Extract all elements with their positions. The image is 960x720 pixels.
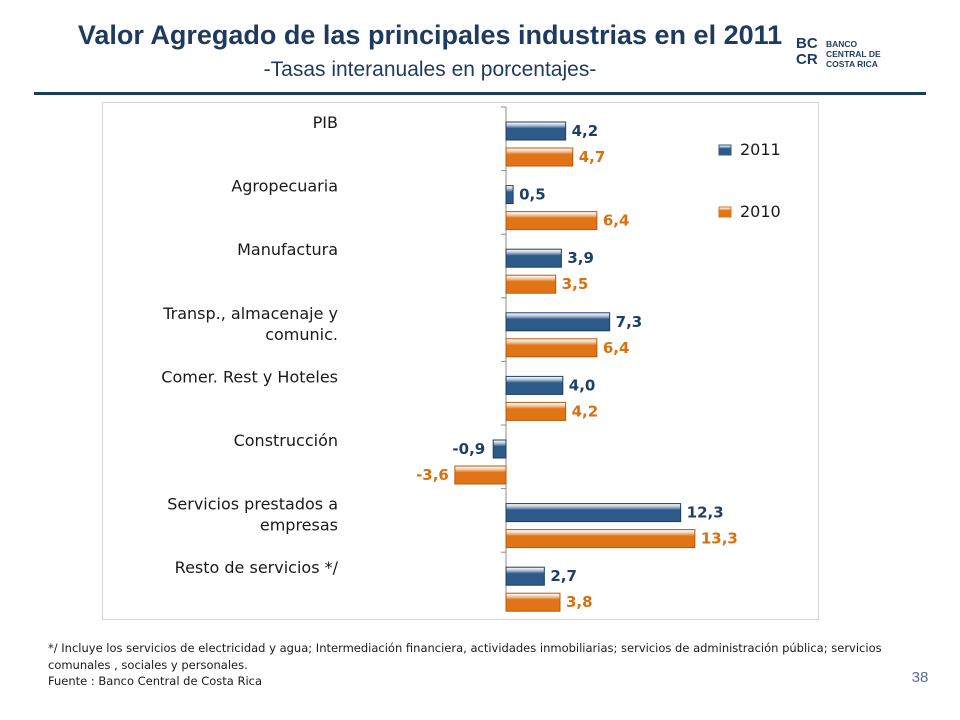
logo-name-line: BANCO (826, 39, 858, 49)
data-label-2010: 6,4 (603, 339, 630, 357)
data-label-2011: 2,7 (550, 567, 577, 585)
data-label-2010: 4,2 (572, 402, 599, 420)
bar-2010 (505, 529, 696, 549)
data-label-2010: 3,5 (562, 275, 589, 293)
bccr-logo: BC CR BANCO CENTRAL DE COSTA RICA (796, 36, 900, 76)
data-label-2011: -0,9 (452, 440, 485, 458)
bar-2010 (505, 338, 598, 358)
slide-title: Valor Agregado de las principales indust… (77, 20, 783, 50)
bar-2011 (492, 439, 507, 459)
category-label: comunic. (265, 325, 338, 344)
data-label-2010: 6,4 (603, 212, 630, 230)
logo-name-line: CENTRAL DE (826, 49, 881, 59)
footnote: */ Incluye los servicios de electricidad… (48, 640, 928, 690)
bar-2010 (505, 274, 557, 294)
data-label-2011: 4,0 (569, 376, 596, 394)
slide-subtitle: -Tasas interanuales en porcentajes- (263, 58, 597, 81)
bar-2011 (505, 121, 567, 141)
footnote-source: Fuente : Banco Central de Costa Rica (48, 674, 263, 688)
chart-frame (102, 102, 819, 620)
bccr-logo-name: BANCO CENTRAL DE COSTA RICA (826, 39, 900, 69)
category-label: Agropecuaria (231, 177, 338, 196)
data-label-2010: -3,6 (416, 466, 449, 484)
page-number: 38 (911, 669, 929, 686)
category-label: Servicios prestados a (167, 495, 338, 514)
logo-name-line: COSTA RICA (826, 59, 878, 69)
data-label-2011: 7,3 (616, 313, 643, 331)
category-label: Transp., almacenaje y (162, 304, 338, 323)
category-label: empresas (260, 516, 338, 535)
bar-2010 (505, 592, 561, 612)
bar-chart: PIB Agropecuaria Manufactura Transp., almac… (161, 106, 781, 612)
bar-2011 (505, 312, 611, 332)
category-label: Construcción (234, 431, 338, 450)
bar-2011 (505, 566, 545, 586)
data-label-2010: 13,3 (701, 530, 738, 548)
legend-swatch-2010 (718, 206, 732, 218)
category-label: Comer. Rest y Hoteles (161, 367, 338, 386)
bar-2010 (454, 465, 507, 485)
logo-mark-bottom: CR (796, 51, 818, 68)
bar-2011 (505, 503, 682, 523)
bar-2010 (505, 211, 598, 231)
logo-mark-top: BC (796, 35, 818, 52)
bar-2011 (505, 185, 514, 205)
bccr-logo-mark: BC CR (796, 36, 826, 72)
data-label-2011: 3,9 (567, 249, 594, 267)
data-label-2011: 4,2 (572, 122, 599, 140)
legend-label-2011: 2011 (740, 140, 781, 159)
bar-2011 (505, 248, 562, 268)
data-label-2011: 0,5 (519, 186, 546, 204)
category-label: Manufactura (237, 240, 338, 259)
data-label-2010: 3,8 (566, 593, 593, 611)
legend-label-2010: 2010 (740, 202, 781, 221)
legend-swatch-2011 (718, 144, 732, 156)
title-divider (34, 92, 926, 95)
data-label-2010: 4,7 (579, 148, 606, 166)
bar-2010 (505, 401, 567, 421)
category-label: Resto de servicios */ (175, 558, 339, 577)
footnote-note: */ Incluye los servicios de electricidad… (48, 641, 882, 672)
data-label-2011: 12,3 (687, 504, 724, 522)
category-label: PIB (313, 113, 338, 132)
bar-2011 (505, 375, 564, 395)
bar-2010 (505, 147, 574, 167)
